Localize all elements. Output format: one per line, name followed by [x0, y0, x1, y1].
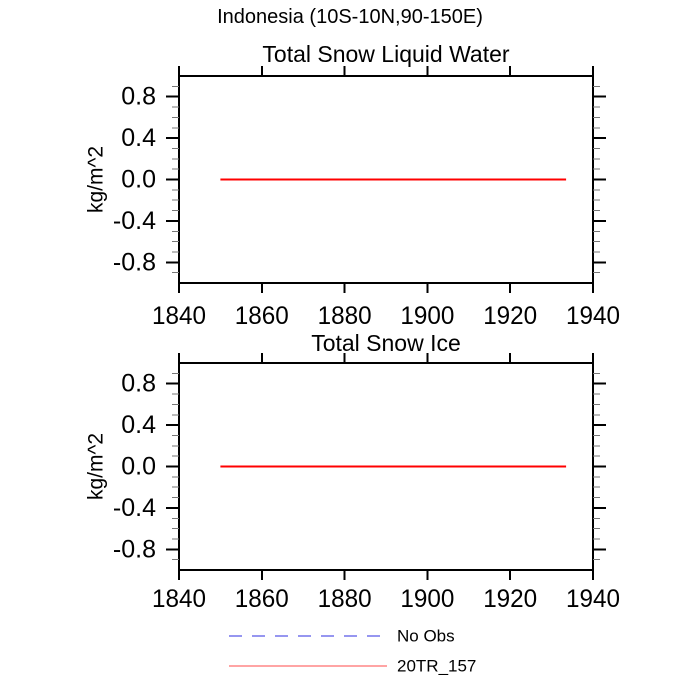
x-tick-label: 1860: [235, 302, 289, 330]
panel-title: Total Snow Liquid Water: [262, 41, 510, 67]
x-tick-label: 1860: [235, 585, 289, 613]
x-tick-label: 1840: [152, 585, 206, 613]
y-tick-label: -0.4: [113, 207, 156, 235]
x-tick-label: 1900: [400, 585, 454, 613]
panel-1: Total Snow Liquid Water 1840 1860 1880 1900 1…: [85, 41, 621, 330]
legend-label: No Obs: [397, 627, 455, 646]
y-axis-label: kg/m^2: [85, 433, 108, 500]
x-tick-label: 1880: [318, 302, 372, 330]
x-tick-label: 1920: [483, 585, 537, 613]
x-tick-label: 1880: [318, 585, 372, 613]
x-tick-label: 1920: [483, 302, 537, 330]
y-tick-label: 0.4: [121, 411, 156, 439]
legend: No Obs 20TR_157: [229, 627, 476, 676]
figure-main-title: Indonesia (10S-10N,90-150E): [217, 6, 483, 28]
panel-2: Total Snow Ice 1840 1860 1880 1900 1920 1940 0.…: [85, 330, 621, 613]
y-tick-label: -0.8: [113, 535, 156, 563]
legend-label: 20TR_157: [397, 657, 476, 676]
y-tick-label: 0.0: [121, 453, 156, 481]
y-tick-label: 0.8: [121, 83, 156, 111]
x-tick-label: 1940: [566, 302, 620, 330]
y-tick-label: 0.0: [121, 166, 156, 194]
y-axis-label: kg/m^2: [85, 146, 108, 213]
x-tick-label: 1840: [152, 302, 206, 330]
x-tick-label: 1900: [400, 302, 454, 330]
panel-title: Total Snow Ice: [311, 330, 461, 356]
x-tick-label: 1940: [566, 585, 620, 613]
y-tick-label: -0.4: [113, 494, 156, 522]
y-tick-label: -0.8: [113, 248, 156, 276]
y-tick-label: 0.8: [121, 370, 156, 398]
y-tick-label: 0.4: [121, 124, 156, 152]
